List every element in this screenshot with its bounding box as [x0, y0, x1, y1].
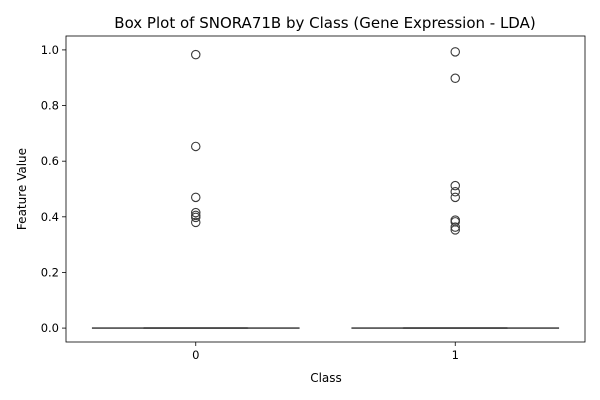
x-tick-label: 0: [192, 348, 199, 362]
outliers-layer: [191, 47, 460, 235]
outlier-point: [450, 192, 460, 203]
chart-title: Box Plot of SNORA71B by Class (Gene Expr…: [114, 14, 535, 32]
x-tick-label: 1: [452, 348, 459, 362]
y-axis-label: Feature Value: [15, 148, 29, 230]
outlier-point: [450, 187, 460, 197]
plot-area-frame: [65, 35, 586, 343]
outlier-point: [191, 217, 201, 228]
y-tick-label: 0.4: [41, 210, 59, 224]
y-tick-label: 0.6: [41, 154, 59, 168]
outlier-point: [191, 49, 201, 60]
y-tick-label: 0.0: [41, 321, 59, 335]
y-axis: 0.0 0.2 0.4 0.6 0.8 1.0: [41, 43, 66, 335]
outlier-point: [450, 47, 460, 57]
outlier-point: [450, 73, 460, 84]
outlier-point: [191, 212, 201, 223]
outlier-point: [450, 180, 460, 191]
y-tick-label: 1.0: [41, 43, 59, 57]
y-tick-label: 0.2: [41, 265, 59, 279]
x-axis-label: Class: [310, 371, 342, 385]
outlier-point: [450, 225, 460, 235]
outlier-point: [191, 192, 201, 203]
outlier-point: [191, 141, 201, 152]
outlier-point: [450, 222, 460, 232]
y-tick-label: 0.8: [41, 99, 59, 113]
outlier-point: [191, 207, 201, 218]
